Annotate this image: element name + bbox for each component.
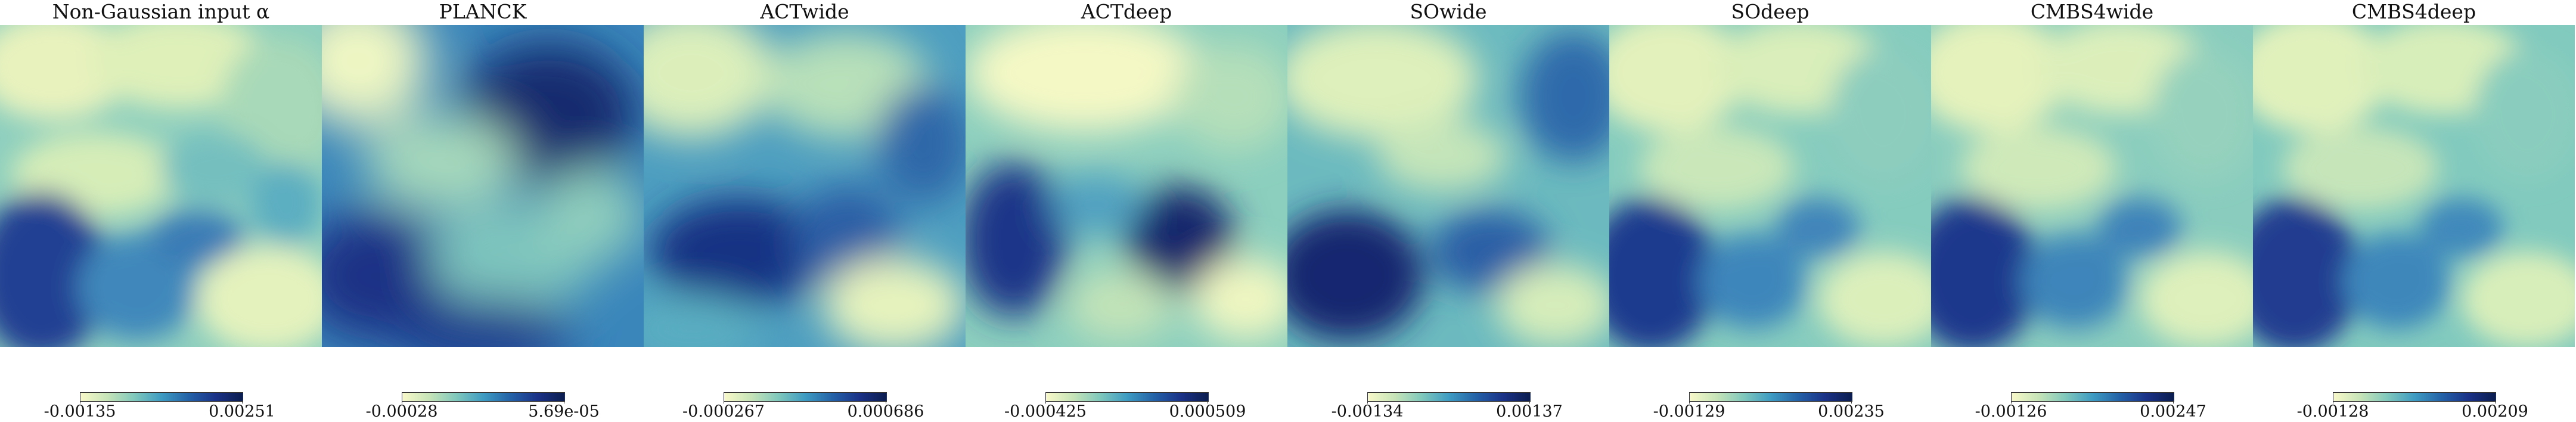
colorbar-min-label: -0.00126 <box>1975 402 2047 421</box>
panel-non-gaussian-input: Non-Gaussian input α <box>0 0 322 422</box>
colorbar <box>724 392 887 402</box>
colorbar <box>2011 392 2174 402</box>
colorbar-max-label: 0.00247 <box>2140 402 2206 421</box>
field-map-svg <box>2253 25 2575 347</box>
colorbar-tick-max <box>2495 401 2496 404</box>
colorbar-max-label: 0.000509 <box>1169 402 1246 421</box>
panel-title: PLANCK <box>439 0 527 23</box>
colorbar-tick-max <box>242 401 243 404</box>
field-map-svg <box>1931 25 2253 347</box>
field-map-image <box>0 25 322 347</box>
colorbar-min-label: -0.00028 <box>365 402 438 421</box>
panel-actwide: ACTwide -0.000267 0. <box>644 0 966 422</box>
field-map-svg <box>966 25 1287 347</box>
field-map-svg <box>1287 25 1609 347</box>
panel-title: CMBS4deep <box>2351 0 2476 23</box>
field-map-image <box>322 25 644 347</box>
panel-sodeep: SOdeep -0.001 <box>1609 0 1931 422</box>
field-map-svg <box>322 25 644 347</box>
field-map-image <box>966 25 1287 347</box>
panel-actdeep: ACTdeep -0.000425 0. <box>966 0 1287 422</box>
colorbar-max-label: 0.00251 <box>209 402 275 421</box>
panel-title: ACTwide <box>760 0 849 23</box>
colorbar-tick-min <box>1045 401 1046 404</box>
colorbar-tick-max <box>1529 401 1530 404</box>
colorbar-max-label: 0.00209 <box>2462 402 2528 421</box>
field-map-image <box>2253 25 2575 347</box>
colorbar-min-label: -0.000267 <box>682 402 765 421</box>
colorbar-min-label: -0.00134 <box>1331 402 1404 421</box>
colorbar-tick-min <box>1367 401 1368 404</box>
colorbar-max-label: 0.000686 <box>847 402 924 421</box>
colorbar <box>402 392 565 402</box>
panel-title: SOwide <box>1410 0 1487 23</box>
colorbar <box>1045 392 1209 402</box>
panel-title: ACTdeep <box>1081 0 1172 23</box>
panel-title: CMBS4wide <box>2030 0 2154 23</box>
colorbar-min-label: -0.00129 <box>1653 402 1725 421</box>
panel-planck: PLANCK -0.00028 5.69 <box>322 0 644 422</box>
colorbar <box>1367 392 1531 402</box>
colorbar-tick-min <box>1689 401 1690 404</box>
colorbar-tick-max <box>1851 401 1852 404</box>
colorbar-max-label: 5.69e-05 <box>528 402 600 421</box>
colorbar <box>80 392 243 402</box>
panel-title: Non-Gaussian input α <box>52 0 270 23</box>
colorbar-max-label: 0.00137 <box>1496 402 1563 421</box>
panel-cmbs4wide: CMBS4wide -0. <box>1931 0 2253 422</box>
field-map-image <box>1931 25 2253 347</box>
colorbar-max-label: 0.00235 <box>1818 402 1885 421</box>
panel-title: SOdeep <box>1731 0 1810 23</box>
colorbar <box>2333 392 2496 402</box>
colorbar-tick-min <box>2011 401 2012 404</box>
panel-cmbs4deep: CMBS4deep -0. <box>2253 0 2575 422</box>
colorbar-tick-max <box>2173 401 2174 404</box>
colorbar <box>1689 392 1852 402</box>
colorbar-min-label: -0.00135 <box>44 402 116 421</box>
colorbar-min-label: -0.000425 <box>1004 402 1087 421</box>
field-map-svg <box>0 25 322 347</box>
colorbar-min-label: -0.00128 <box>2296 402 2369 421</box>
field-map-image <box>1287 25 1609 347</box>
field-map-svg <box>644 25 966 347</box>
panel-sowide: SOwide -0.00134 0.00137 <box>1287 0 1609 422</box>
field-map-image <box>1609 25 1931 347</box>
field-map-svg <box>1609 25 1931 347</box>
field-map-image <box>644 25 966 347</box>
